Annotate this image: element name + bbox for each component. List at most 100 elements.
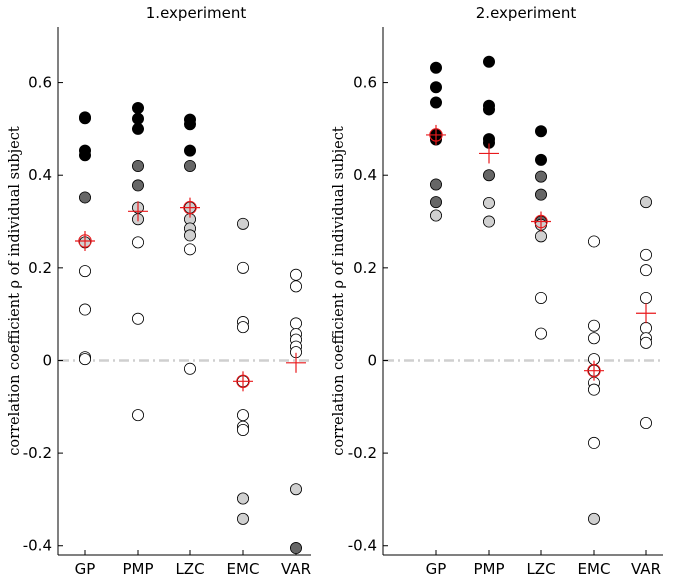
data-point — [535, 188, 548, 201]
data-point — [236, 492, 249, 505]
data-point — [289, 268, 302, 281]
chart-title: 2.experiment — [476, 4, 577, 22]
y-tick-label: 0.6 — [28, 74, 52, 92]
y-tick-label: -0.4 — [23, 537, 52, 555]
data-point — [429, 81, 442, 94]
data-point — [588, 512, 601, 525]
data-point — [535, 327, 548, 340]
x-tick-label-emc: EMC — [578, 560, 611, 577]
data-point — [535, 125, 548, 138]
series-var — [286, 268, 306, 555]
data-point — [79, 149, 92, 162]
data-point — [640, 196, 653, 209]
data-point — [183, 229, 196, 242]
x-tick-label-lzc: LZC — [175, 560, 204, 577]
data-point — [640, 336, 653, 349]
y-tick-label: -0.4 — [348, 537, 377, 555]
panel-experiment-1: 1.experiment correlation coefficient ρ of… — [7, 4, 311, 577]
x-tick-label-gp: GP — [426, 560, 447, 577]
data-point — [131, 102, 144, 115]
data-point — [429, 178, 442, 191]
data-point — [183, 243, 196, 256]
data-point — [535, 170, 548, 183]
mean-marker — [128, 201, 148, 222]
data-point — [131, 122, 144, 135]
x-tick-label-pmp: PMP — [473, 560, 504, 577]
y-tick-label: -0.2 — [348, 444, 377, 462]
data-point — [79, 265, 92, 278]
data-point — [289, 280, 302, 293]
data-point — [183, 362, 196, 375]
data-point — [640, 264, 653, 277]
data-point — [588, 383, 601, 396]
y-tick-label: -0.2 — [23, 444, 52, 462]
data-point — [236, 512, 249, 525]
data-point — [79, 353, 92, 366]
x-tick-label-lzc: LZC — [526, 560, 555, 577]
data-point — [429, 209, 442, 222]
y-tick-label: 0.4 — [353, 166, 377, 184]
mean-marker — [426, 124, 446, 145]
data-point — [131, 179, 144, 192]
data-point — [131, 312, 144, 325]
data-point — [588, 332, 601, 345]
data-point — [482, 103, 495, 116]
data-point — [236, 217, 249, 230]
data-point — [588, 436, 601, 449]
y-axis-label: correlation coefficient ρ of individual … — [331, 126, 347, 456]
mean-marker — [479, 143, 499, 164]
data-point — [183, 144, 196, 157]
data-point — [183, 159, 196, 172]
mean-marker — [531, 211, 551, 232]
y-tick-label: 0 — [367, 351, 377, 369]
x-tick-label-var: VAR — [631, 560, 661, 577]
y-tick-label: 0 — [42, 351, 52, 369]
y-tick-label: 0.2 — [353, 259, 377, 277]
series-pmp — [479, 55, 499, 228]
data-point — [482, 215, 495, 228]
data-point — [429, 96, 442, 109]
data-point — [640, 248, 653, 261]
y-axis-label: correlation coefficient ρ of individual … — [7, 126, 23, 456]
data-point — [289, 483, 302, 496]
data-point — [236, 261, 249, 274]
series-emc — [584, 235, 604, 525]
data-point — [640, 416, 653, 429]
data-point — [588, 235, 601, 248]
series-var — [636, 196, 656, 429]
data-point — [236, 321, 249, 334]
y-tick-label: 0.2 — [28, 259, 52, 277]
mean-marker — [636, 303, 656, 324]
data-point — [131, 236, 144, 249]
series-pmp — [128, 102, 148, 422]
mean-marker — [584, 360, 604, 381]
series-gp — [75, 111, 95, 366]
data-point — [236, 423, 249, 436]
data-point — [429, 196, 442, 209]
series-gp — [426, 61, 446, 222]
chart-title: 1.experiment — [146, 4, 247, 22]
data-point — [183, 118, 196, 131]
series-lzc — [531, 125, 551, 340]
mean-marker — [75, 230, 95, 251]
data-point — [131, 409, 144, 422]
data-point — [482, 169, 495, 182]
data-point — [429, 61, 442, 74]
y-tick-label: 0.6 — [353, 74, 377, 92]
data-point — [131, 112, 144, 125]
data-point — [131, 159, 144, 172]
data-point — [640, 291, 653, 304]
mean-marker — [286, 352, 306, 373]
data-point — [482, 196, 495, 209]
data-point — [482, 55, 495, 68]
x-tick-label-emc: EMC — [227, 560, 260, 577]
data-point — [79, 191, 92, 204]
data-point — [236, 409, 249, 422]
series-lzc — [180, 113, 200, 375]
data-point — [640, 322, 653, 335]
series-emc — [233, 217, 253, 525]
data-point — [535, 153, 548, 166]
y-tick-label: 0.4 — [28, 166, 52, 184]
mean-marker — [180, 197, 200, 218]
